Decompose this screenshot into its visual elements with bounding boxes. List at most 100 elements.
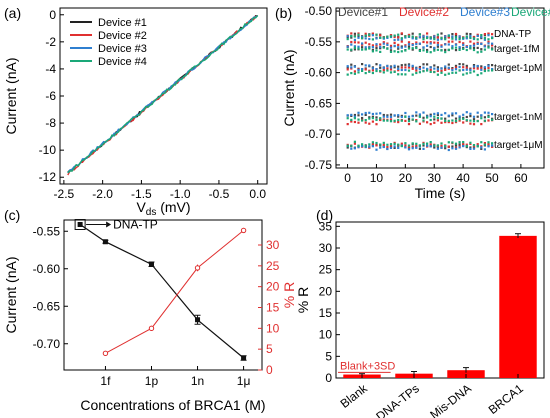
series-line-2 <box>67 15 258 176</box>
data-point <box>480 65 483 68</box>
data-point <box>491 42 494 45</box>
data-point <box>472 118 476 121</box>
data-point <box>480 34 483 37</box>
data-point <box>379 69 382 72</box>
data-point <box>379 143 382 146</box>
data-point <box>469 40 472 43</box>
data-point <box>397 33 400 36</box>
data-point <box>440 45 443 48</box>
data-point <box>458 40 461 44</box>
data-point <box>433 118 436 121</box>
legend-label: Device #1 <box>98 17 147 29</box>
data-point <box>364 46 367 49</box>
panel-label-c: (c) <box>4 207 20 223</box>
data-point <box>447 119 450 122</box>
data-point <box>371 34 374 37</box>
data-point <box>451 47 454 50</box>
data-point <box>357 45 360 48</box>
data-point <box>462 47 465 50</box>
panel-c-chart: 1f 1p 1n 1μ -0.70 -0.65 -0.60 -0.55 0 5 10 15 20 25 30… <box>3 218 297 414</box>
legend-label: Device #3 <box>98 43 147 55</box>
data-point <box>491 145 494 148</box>
data-point <box>346 48 349 51</box>
data-point <box>386 119 389 122</box>
data-point <box>462 145 465 148</box>
current-point <box>77 222 83 227</box>
data-point <box>429 123 432 126</box>
data-point <box>451 145 454 148</box>
data-point <box>357 68 360 72</box>
data-point <box>389 49 393 52</box>
legend-label: Device #4 <box>98 56 147 68</box>
data-point <box>357 34 360 38</box>
data-point <box>386 35 389 38</box>
data-point <box>389 46 393 49</box>
data-point <box>397 114 400 117</box>
data-point <box>361 119 364 122</box>
y-tick-label: 0 <box>49 8 56 22</box>
data-point <box>407 120 411 123</box>
data-point <box>361 42 364 45</box>
data-point <box>483 38 486 41</box>
data-point <box>397 46 400 49</box>
data-point <box>487 38 490 41</box>
data-point <box>368 70 371 73</box>
data-point <box>357 118 360 121</box>
data-point <box>353 113 356 117</box>
data-point <box>353 45 356 48</box>
data-point <box>436 144 439 147</box>
panel-a-chart: -2.5 -2.0 -1.5 -1.0 -0.5 0.0 -12 -10 -8 -6 -4 -2 0 Vd… <box>3 7 268 218</box>
data-point <box>426 48 429 52</box>
data-point <box>364 48 367 51</box>
data-point <box>407 45 411 48</box>
data-point <box>444 112 447 115</box>
data-point <box>379 66 382 69</box>
data-point <box>483 116 486 119</box>
data-point <box>465 48 468 52</box>
data-point <box>444 43 447 46</box>
data-point <box>472 42 476 45</box>
data-point <box>379 47 382 50</box>
y-tick-label: -0.55 <box>33 224 61 238</box>
data-point <box>397 47 400 50</box>
data-point <box>472 48 476 52</box>
data-point <box>462 43 465 46</box>
data-point <box>480 50 483 53</box>
data-point <box>357 144 360 147</box>
data-point <box>458 46 461 49</box>
data-point <box>422 70 425 73</box>
data-point <box>469 146 472 149</box>
data-point <box>454 71 458 74</box>
data-point <box>447 48 450 51</box>
data-point <box>426 67 429 70</box>
data-point <box>389 143 393 146</box>
data-point <box>429 118 432 122</box>
data-point <box>375 144 378 147</box>
data-point <box>465 119 468 122</box>
data-point <box>411 64 414 67</box>
data-point <box>353 65 356 68</box>
data-point <box>429 145 432 148</box>
data-point <box>483 66 486 69</box>
x-tick-label: 1p <box>145 374 159 388</box>
data-point <box>458 119 461 122</box>
data-point <box>472 146 476 149</box>
data-point <box>418 33 421 36</box>
data-point <box>361 35 364 39</box>
data-point <box>368 145 371 148</box>
data-point <box>436 113 439 117</box>
y-tick-label: -0.60 <box>33 262 61 276</box>
data-point <box>400 46 403 49</box>
data-point <box>426 63 429 66</box>
x-tick-label: 0 <box>344 171 351 185</box>
x-tick-label: 30 <box>428 171 442 185</box>
data-point <box>469 46 472 49</box>
x-tick-label: -2.5 <box>54 187 75 201</box>
data-point <box>404 73 407 76</box>
data-point <box>469 147 472 150</box>
data-point <box>404 45 407 48</box>
data-point <box>429 36 432 39</box>
data-point <box>361 63 364 66</box>
data-point <box>368 33 371 36</box>
data-point <box>426 69 429 72</box>
